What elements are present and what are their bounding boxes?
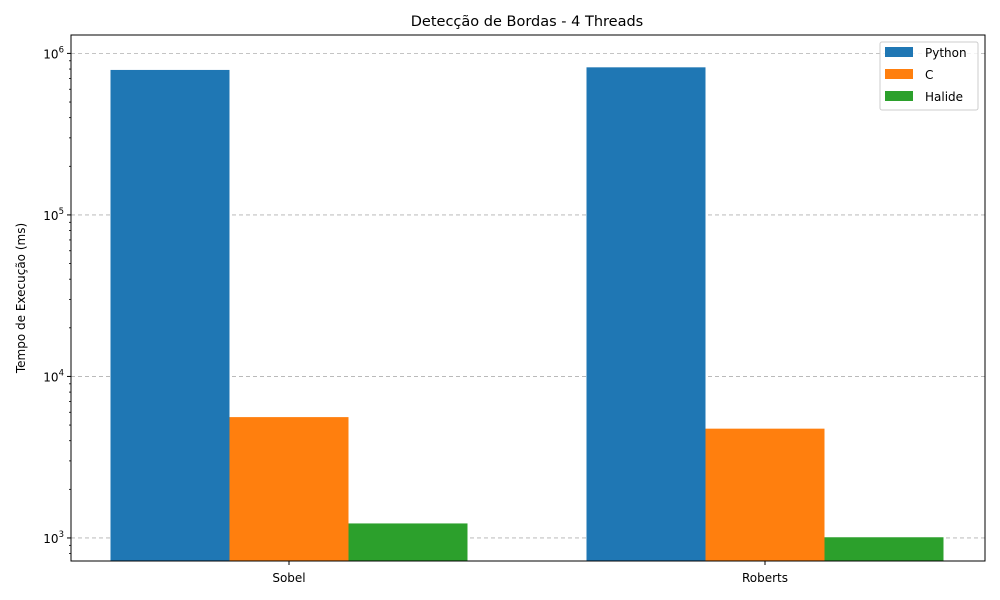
x-tick-label: Sobel [272,571,305,585]
bar-c-sobel [229,417,349,561]
legend-swatch [885,91,913,101]
y-tick-label: 105 [43,207,64,223]
legend-label: Halide [925,90,963,104]
plot-frame [70,34,986,562]
legend-swatch [885,69,913,79]
bar-python-sobel [110,69,230,561]
y-axis-label: Tempo de Execução (ms) [14,223,28,374]
x-tick-label: Roberts [742,571,788,585]
x-axis: Sobel Roberts [272,561,788,585]
y-tick-label: 106 [43,45,64,61]
grid-lines [71,53,985,539]
bar-python-roberts [586,67,706,562]
legend-label: Python [925,46,967,60]
y-tick-label: 103 [43,530,64,546]
y-axis: 103 104 105 106 [43,45,71,555]
y-tick-label: 104 [43,368,64,384]
legend-swatch [885,47,913,57]
bar-c-roberts [705,428,825,561]
bar-halide-roberts [824,537,944,561]
legend: Python C Halide [879,41,979,111]
bar-halide-sobel [348,523,468,561]
chart-title: Detecção de Bordas - 4 Threads [411,14,643,30]
bars [110,67,944,562]
legend-label: C [925,68,933,82]
